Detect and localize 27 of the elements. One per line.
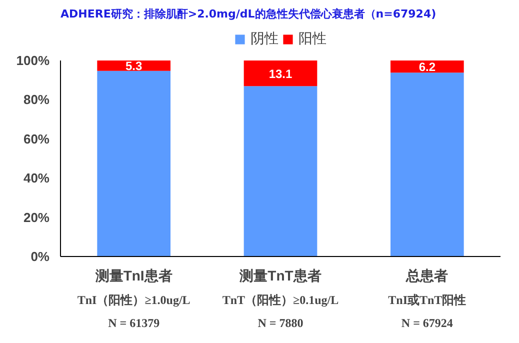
legend-label: 阴性	[250, 30, 278, 48]
text: TnI（阳性）≥1.0ug/L	[77, 293, 190, 308]
bar	[97, 60, 170, 71]
bar	[244, 60, 318, 86]
legend-label: 阳性	[298, 30, 326, 48]
bar	[390, 60, 464, 73]
y-tick-label: 60%	[23, 131, 50, 146]
y-tick-label: 100%	[16, 53, 50, 68]
x-tick-label: 总患者	[405, 268, 448, 284]
text: N = 61379	[108, 316, 160, 330]
y-tick-label: 20%	[23, 210, 50, 225]
y-tick-label: 80%	[23, 92, 50, 108]
bar	[244, 86, 318, 256]
bar	[97, 70, 170, 256]
data-label: 13.1	[268, 66, 293, 81]
text: N = 67924	[401, 316, 453, 330]
data-label: 6.2	[418, 60, 436, 74]
y-tick-label: 40%	[23, 170, 50, 186]
y-tick-label: 0%	[30, 249, 50, 264]
x-tick-label: 测量TnI患者	[94, 268, 172, 284]
chart-title: ADHERE研究：排除肌酐>2.0mg/dL的急性失代偿心衰患者（n=67924)	[60, 8, 436, 20]
bar	[390, 72, 464, 256]
x-tick-label: 测量TnT患者	[238, 268, 322, 284]
text: N = 7880	[258, 316, 304, 330]
text: TnT（阳性）≥0.1ug/L	[222, 293, 339, 308]
data-label: 5.3	[125, 59, 142, 74]
text: TnI或TnT阳性	[388, 293, 466, 308]
